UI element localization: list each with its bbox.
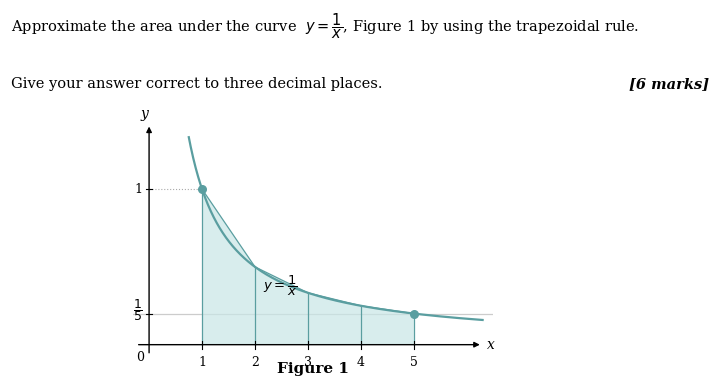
- Text: $y = \dfrac{1}{x}$: $y = \dfrac{1}{x}$: [263, 273, 298, 298]
- Text: [6 marks]: [6 marks]: [629, 77, 709, 91]
- Text: Figure 1: Figure 1: [277, 362, 349, 376]
- Polygon shape: [308, 293, 361, 345]
- Polygon shape: [202, 189, 255, 345]
- Text: Approximate the area under the curve  $y = \dfrac{1}{x}$, Figure 1 by using the : Approximate the area under the curve $y …: [11, 12, 639, 41]
- Text: 0: 0: [136, 351, 144, 364]
- Text: 1: 1: [135, 182, 143, 195]
- Text: 1: 1: [198, 356, 206, 369]
- Point: [408, 311, 420, 317]
- Text: Give your answer correct to three decimal places.: Give your answer correct to three decima…: [11, 77, 382, 91]
- Text: $\dfrac{1}{5}$: $\dfrac{1}{5}$: [132, 298, 143, 323]
- Polygon shape: [361, 306, 414, 345]
- Polygon shape: [255, 267, 308, 345]
- Text: 5: 5: [410, 356, 418, 369]
- Point: [197, 186, 208, 192]
- Text: x: x: [487, 338, 495, 352]
- Text: y: y: [141, 107, 149, 121]
- Text: 2: 2: [251, 356, 259, 369]
- Text: 4: 4: [357, 356, 365, 369]
- Text: 3: 3: [304, 356, 312, 369]
